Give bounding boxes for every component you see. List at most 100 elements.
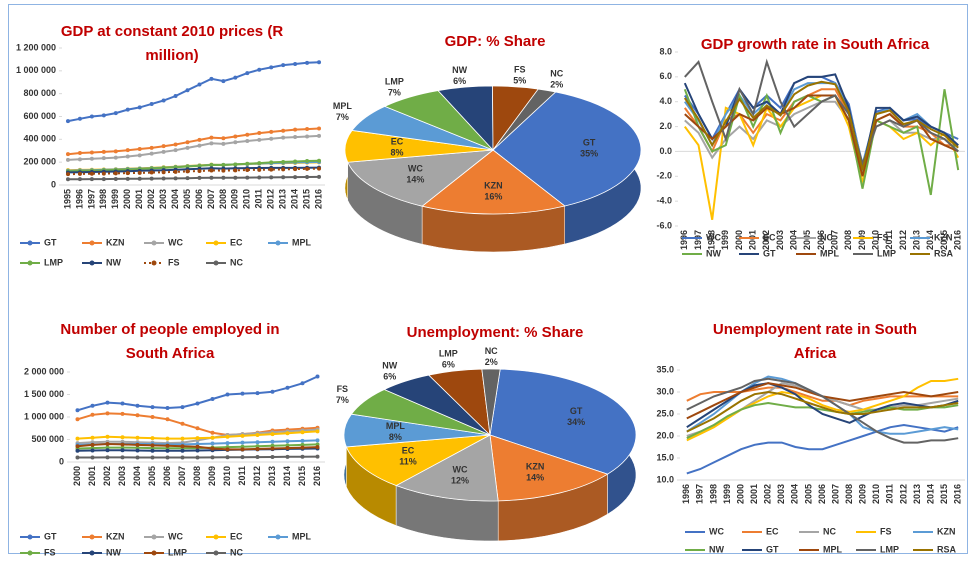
marker bbox=[75, 455, 80, 460]
x-tick-label: 2014 bbox=[925, 484, 935, 504]
x-tick-label: 2002 bbox=[102, 466, 112, 486]
y-tick-label: 0 bbox=[51, 179, 56, 189]
x-tick-label: 2004 bbox=[789, 230, 799, 250]
pie-slice bbox=[345, 434, 491, 486]
x-tick-label: 2011 bbox=[237, 466, 247, 486]
marker bbox=[270, 439, 275, 444]
marker bbox=[180, 455, 185, 460]
slice-category: GT bbox=[570, 406, 583, 416]
legend-label: FS bbox=[168, 257, 180, 267]
slice-value: 7% bbox=[336, 112, 349, 122]
series-line bbox=[686, 377, 959, 442]
x-tick-label: 1997 bbox=[693, 230, 703, 250]
slice-category: FS bbox=[514, 65, 526, 75]
slice-label: EC 8% bbox=[390, 137, 403, 158]
legend-marker bbox=[213, 550, 219, 556]
legend-label: WC bbox=[168, 531, 183, 541]
marker bbox=[225, 455, 230, 460]
slice-value: 8% bbox=[389, 432, 402, 442]
pie-slice bbox=[421, 149, 566, 215]
slice-label: EC 11% bbox=[399, 446, 417, 467]
x-tick-label: 2007 bbox=[830, 230, 840, 250]
series-line bbox=[686, 377, 959, 444]
legend-marker bbox=[27, 260, 33, 266]
marker bbox=[125, 148, 130, 153]
slice-value: 34% bbox=[567, 417, 585, 427]
y-tick-label: 2.0 bbox=[659, 121, 672, 131]
legend-marker bbox=[213, 240, 219, 246]
marker bbox=[269, 160, 274, 165]
chart-title: GDP growth rate in South Africa bbox=[700, 36, 930, 53]
marker bbox=[135, 403, 140, 408]
marker bbox=[255, 440, 260, 445]
legend-marker bbox=[213, 260, 219, 266]
series-line bbox=[683, 88, 959, 175]
marker bbox=[233, 75, 238, 80]
legend-marker bbox=[151, 240, 157, 246]
marker bbox=[125, 176, 130, 181]
x-tick-label: 2010 bbox=[871, 484, 881, 504]
x-tick-label: 2004 bbox=[170, 189, 180, 209]
marker bbox=[125, 107, 130, 112]
marker bbox=[233, 162, 238, 167]
marker bbox=[221, 141, 226, 146]
marker bbox=[165, 436, 170, 441]
marker bbox=[317, 166, 322, 171]
marker bbox=[90, 403, 95, 408]
legend-label: KZN bbox=[106, 237, 125, 247]
marker bbox=[233, 175, 238, 180]
legend-marker bbox=[151, 550, 157, 556]
marker bbox=[233, 134, 238, 139]
y-tick-label: 1 000 000 bbox=[16, 65, 56, 75]
legend-marker bbox=[89, 260, 95, 266]
marker bbox=[255, 446, 260, 451]
marker bbox=[101, 156, 106, 161]
marker bbox=[65, 119, 70, 124]
x-tick-label: 2016 bbox=[953, 230, 963, 250]
marker bbox=[281, 167, 286, 172]
legend-marker bbox=[27, 550, 33, 556]
series-line bbox=[686, 386, 959, 407]
marker bbox=[65, 172, 70, 177]
marker bbox=[173, 176, 178, 181]
marker bbox=[173, 142, 178, 147]
marker bbox=[293, 127, 298, 132]
legend-label: WC bbox=[706, 232, 721, 242]
x-tick-label: 2011 bbox=[884, 230, 894, 250]
marker bbox=[317, 126, 322, 131]
legend-label: LMP bbox=[44, 257, 63, 267]
x-tick-label: 2014 bbox=[925, 230, 935, 250]
marker bbox=[135, 435, 140, 440]
marker bbox=[137, 170, 142, 175]
series-line bbox=[686, 390, 959, 433]
pie-slice bbox=[492, 91, 642, 207]
marker bbox=[221, 136, 226, 141]
marker bbox=[137, 176, 142, 181]
x-tick-label: 1998 bbox=[98, 189, 108, 209]
slice-value: 7% bbox=[388, 88, 401, 98]
legend-label: KZN bbox=[937, 526, 956, 536]
marker bbox=[105, 448, 110, 453]
x-tick-label: 1996 bbox=[679, 230, 689, 250]
marker bbox=[161, 170, 166, 175]
legend-label: LMP bbox=[877, 248, 896, 258]
marker bbox=[210, 455, 215, 460]
marker bbox=[281, 135, 286, 140]
marker bbox=[165, 448, 170, 453]
series-line bbox=[67, 167, 320, 176]
marker bbox=[89, 177, 94, 182]
marker bbox=[240, 455, 245, 460]
marker bbox=[75, 448, 80, 453]
slice-value: 35% bbox=[580, 149, 598, 159]
marker bbox=[210, 441, 215, 446]
slice-category: EC bbox=[402, 446, 415, 456]
x-tick-label: 2006 bbox=[194, 189, 204, 209]
marker bbox=[300, 445, 305, 450]
marker bbox=[257, 137, 262, 142]
legend-label: GT bbox=[766, 544, 779, 554]
legend-marker bbox=[89, 550, 95, 556]
slice-label: GT 34% bbox=[567, 406, 585, 427]
marker bbox=[197, 175, 202, 180]
marker bbox=[285, 446, 290, 451]
